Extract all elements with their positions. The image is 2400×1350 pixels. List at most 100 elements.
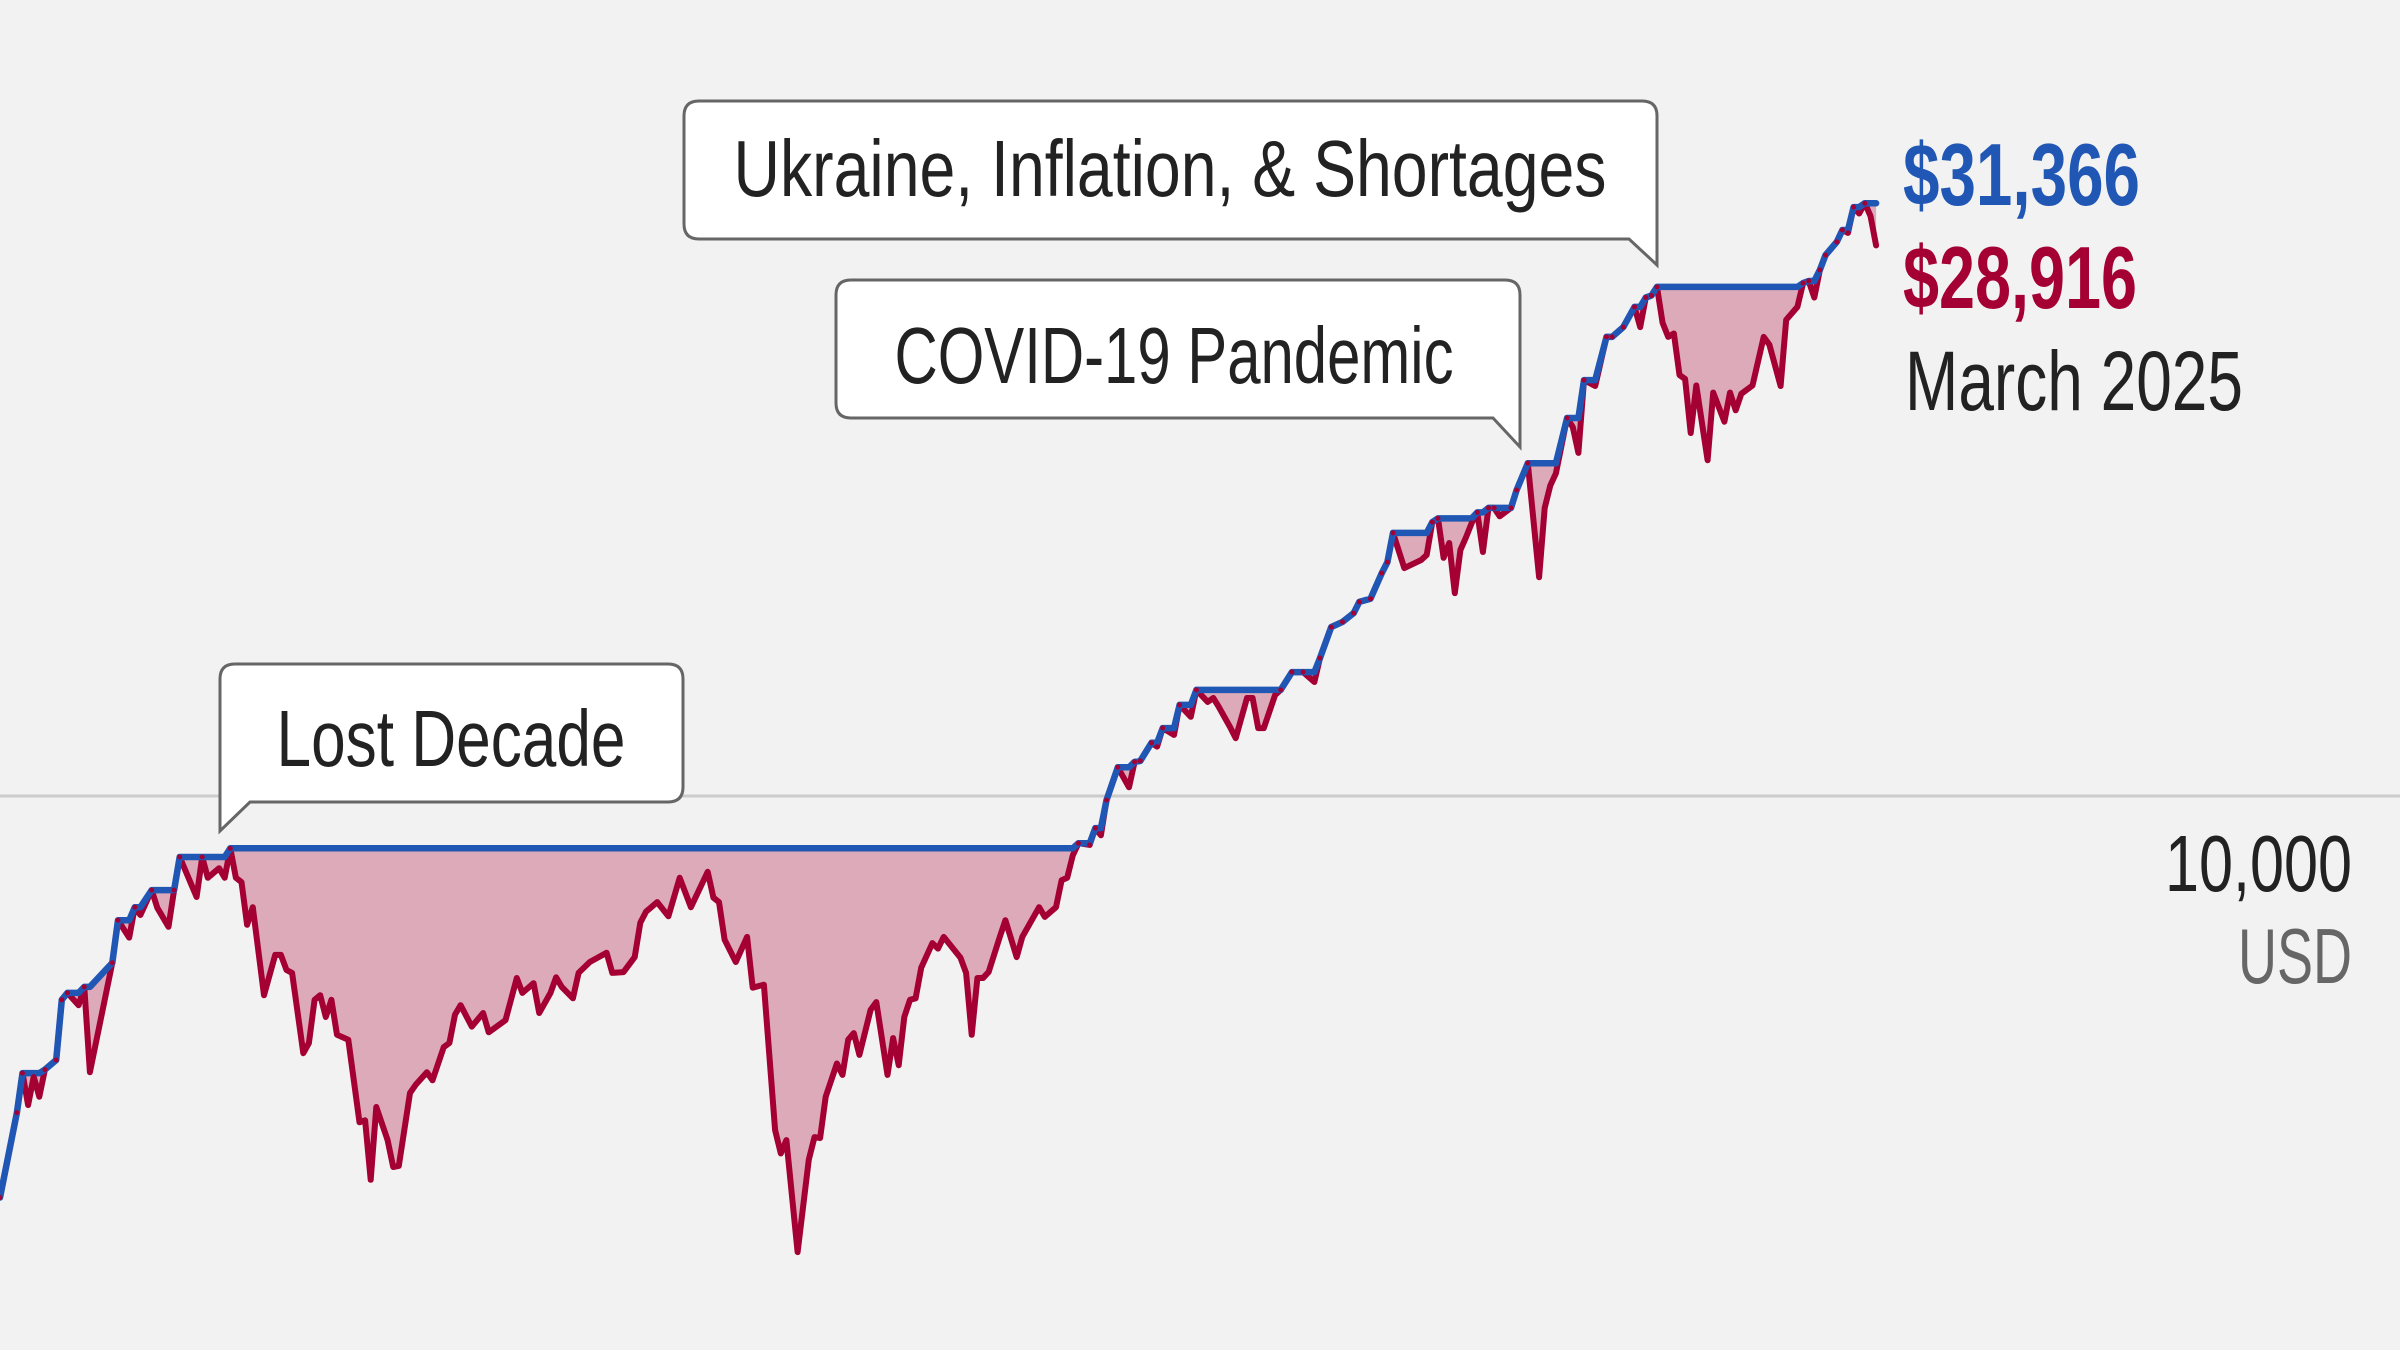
data-point-2012-11 bbox=[1042, 914, 1048, 920]
data-point-2008-01 bbox=[716, 899, 722, 905]
data-point-2025-01 bbox=[1862, 200, 1868, 206]
data-point-2017-06 bbox=[1351, 610, 1357, 616]
data-point-2007-02 bbox=[654, 899, 660, 905]
data-point-2005-02 bbox=[519, 990, 525, 996]
callout-lost-decade-text: Lost Decade bbox=[277, 694, 626, 783]
data-point-2018-09 bbox=[1435, 515, 1441, 521]
data-point-2009-10 bbox=[834, 1060, 840, 1066]
data-point-2008-11 bbox=[772, 1127, 778, 1133]
callout-lost-decade-box bbox=[218, 662, 685, 835]
data-point-2000-06 bbox=[205, 875, 211, 881]
data-point-2005-07 bbox=[547, 990, 553, 996]
gridline-unit: USD bbox=[2238, 912, 2352, 1000]
data-point-1999-12 bbox=[171, 887, 177, 893]
data-point-2000-11 bbox=[233, 875, 239, 881]
data-point-2005-09 bbox=[559, 984, 565, 990]
data-point-1998-04 bbox=[59, 997, 65, 1003]
data-point-2022-04 bbox=[1676, 372, 1682, 378]
data-point-1999-08 bbox=[149, 887, 155, 893]
callout-covid-text: COVID-19 Pandemic bbox=[895, 311, 1454, 400]
data-point-2023-08 bbox=[1766, 342, 1772, 348]
data-point-1997-10 bbox=[25, 1102, 31, 1108]
data-point-2021-03 bbox=[1603, 334, 1609, 340]
data-point-1998-03 bbox=[53, 1057, 59, 1063]
data-point-2013-08 bbox=[1092, 825, 1098, 831]
data-point-2002-07 bbox=[345, 1037, 351, 1043]
data-point-2002-12 bbox=[373, 1104, 379, 1110]
data-point-2024-08 bbox=[1834, 239, 1840, 245]
data-point-2011-01 bbox=[918, 965, 924, 971]
data-point-2011-12 bbox=[980, 975, 986, 981]
data-point-2024-03 bbox=[1806, 278, 1812, 284]
data-point-2008-04 bbox=[733, 959, 739, 965]
data-point-2004-02 bbox=[452, 1012, 458, 1018]
data-point-1999-06 bbox=[137, 912, 143, 918]
data-point-2024-05 bbox=[1817, 267, 1823, 273]
data-point-1998-08 bbox=[81, 984, 87, 990]
data-point-2020-01 bbox=[1525, 460, 1531, 466]
data-point-2009-08 bbox=[823, 1094, 829, 1100]
data-point-2018-01 bbox=[1390, 530, 1396, 536]
data-point-2018-08 bbox=[1429, 519, 1435, 525]
data-point-2005-04 bbox=[531, 980, 537, 986]
data-point-2007-06 bbox=[677, 875, 683, 881]
data-point-1999-01 bbox=[109, 960, 115, 966]
data-point-2023-07 bbox=[1761, 334, 1767, 340]
data-point-2006-05 bbox=[604, 950, 610, 956]
data-point-2016-04 bbox=[1272, 692, 1278, 698]
data-point-2012-06 bbox=[1014, 954, 1020, 960]
data-point-2002-01 bbox=[312, 997, 318, 1003]
data-point-2004-05 bbox=[469, 1024, 475, 1030]
data-point-2019-11 bbox=[1514, 487, 1520, 493]
data-point-2009-07 bbox=[817, 1135, 823, 1141]
data-point-2023-02 bbox=[1733, 407, 1739, 413]
data-point-2022-12 bbox=[1721, 419, 1727, 425]
data-point-2010-04 bbox=[868, 1007, 874, 1013]
data-point-2010-01 bbox=[851, 1030, 857, 1036]
data-point-2024-12 bbox=[1856, 211, 1862, 217]
data-point-2016-02 bbox=[1261, 725, 1267, 731]
data-point-1997-12 bbox=[36, 1094, 42, 1100]
data-point-2025-02 bbox=[1867, 213, 1873, 219]
data-point-2013-04 bbox=[1070, 852, 1076, 858]
data-point-1997-11 bbox=[31, 1074, 37, 1080]
data-point-2002-09 bbox=[356, 1119, 362, 1125]
data-point-2018-12 bbox=[1452, 590, 1458, 596]
data-point-2019-02 bbox=[1463, 534, 1469, 540]
data-point-2011-04 bbox=[935, 946, 941, 952]
data-point-1998-09 bbox=[87, 1069, 93, 1075]
data-point-2011-09 bbox=[963, 970, 969, 976]
data-point-2005-05 bbox=[536, 1010, 542, 1016]
drawdown-area bbox=[0, 203, 1877, 1253]
data-point-2015-01 bbox=[1188, 714, 1194, 720]
data-point-2002-03 bbox=[323, 1014, 329, 1020]
data-point-2001-06 bbox=[272, 952, 278, 958]
data-point-2001-04 bbox=[261, 992, 267, 998]
data-point-2019-04 bbox=[1474, 509, 1480, 515]
data-point-2020-11 bbox=[1581, 377, 1587, 383]
running-peak-line bbox=[0, 199, 1880, 1201]
data-point-2001-07 bbox=[278, 952, 284, 958]
data-point-1997-09 bbox=[19, 1070, 25, 1076]
data-point-2003-03 bbox=[390, 1164, 396, 1170]
data-point-2021-06 bbox=[1620, 324, 1626, 330]
data-point-2017-12 bbox=[1384, 559, 1390, 565]
data-point-2019-03 bbox=[1469, 520, 1475, 526]
data-point-2013-02 bbox=[1059, 877, 1065, 883]
data-point-2011-08 bbox=[958, 955, 964, 961]
data-points bbox=[0, 200, 1879, 1255]
data-point-2001-02 bbox=[250, 904, 256, 910]
data-point-2024-10 bbox=[1845, 230, 1851, 236]
data-point-2003-12 bbox=[441, 1044, 447, 1050]
data-point-2023-11 bbox=[1783, 317, 1789, 323]
data-point-2013-05 bbox=[1075, 840, 1081, 846]
data-point-2008-07 bbox=[750, 985, 756, 991]
data-point-2024-11 bbox=[1851, 204, 1857, 210]
data-point-2007-04 bbox=[665, 913, 671, 919]
data-point-1999-04 bbox=[126, 935, 132, 941]
data-point-2001-09 bbox=[289, 970, 295, 976]
data-point-2003-02 bbox=[385, 1137, 391, 1143]
data-point-2003-09 bbox=[424, 1069, 430, 1075]
data-point-2012-10 bbox=[1036, 904, 1042, 910]
data-point-2002-05 bbox=[334, 1032, 340, 1038]
